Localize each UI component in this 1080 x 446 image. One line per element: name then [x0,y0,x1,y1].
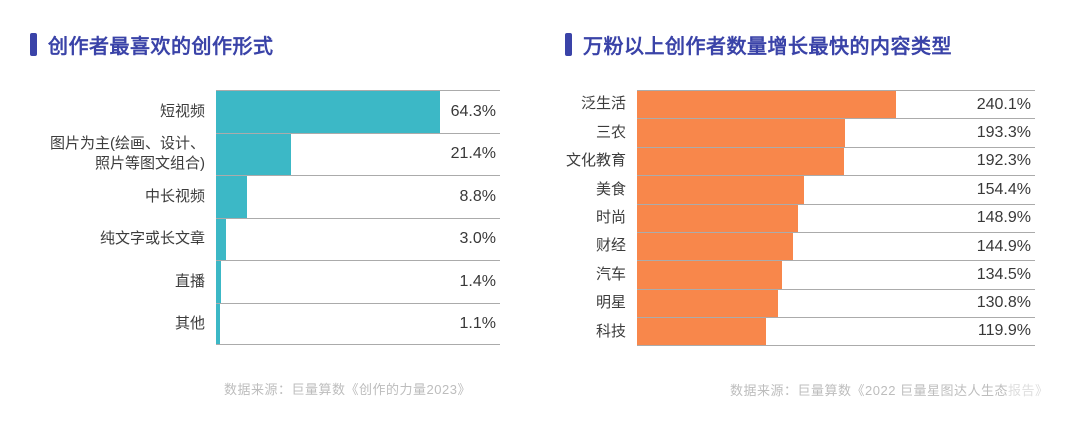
chart-title: 万粉以上创作者数量增长最快的内容类型 [583,35,952,58]
bar-row: 文化教育 192.3% [565,146,1035,176]
title-accent-bar [565,32,572,56]
category-label: 直播 [174,272,205,290]
title-accent-bar [30,32,37,56]
bar [637,147,845,176]
bar-track: 192.3% [637,146,1035,176]
data-source-caption: 数据来源：巨量算数《2022 巨量星图达人生态报告》 [565,380,1048,399]
bar [637,91,896,119]
bar-track: 154.4% [637,175,1035,204]
bar-track: 1.4% [216,260,500,303]
value-label: 64.3% [450,102,496,120]
bar [216,176,247,218]
category-label: 文化教育 [565,152,626,170]
value-label: 1.1% [459,314,496,332]
bar-row: 中长视频 8.8% [30,175,500,218]
bar-row: 时尚 148.9% [565,203,1035,232]
bar-row: 图片为主(绘画、设计、 照片等图文组合) 21.4% [30,132,500,175]
category-label: 纯文字或长文章 [99,230,205,247]
bar [216,91,441,133]
value-label: 8.8% [459,187,496,205]
category-label: 其他 [174,315,205,332]
category-label: 短视频 [159,102,205,120]
category-label: 美食 [595,180,626,198]
value-label: 130.8% [976,294,1031,312]
bar-track: 130.8% [637,288,1035,318]
bar-track: 134.5% [637,260,1035,289]
category-label: 汽车 [595,265,626,283]
source-text: 数据来源：巨量算数《2022 巨量星图达人生态 [730,382,1009,398]
value-label: 134.5% [976,266,1031,284]
value-label: 3.0% [459,230,496,248]
bar-track: 21.4% [216,132,500,175]
bar [637,119,846,147]
chart-rows: 短视频 64.3% 图片为主(绘画、设计、 照片等图文组合) 21.4% 中长视频 8.8… [30,90,500,345]
bar-row: 汽车 134.5% [565,260,1035,289]
bar-row: 其他 1.1% [30,302,500,345]
value-label: 154.4% [976,180,1031,198]
bar-row: 三农 193.3% [565,118,1035,147]
source-text: 数据来源：巨量算数《创作的力量2023》 [224,382,471,397]
value-label: 119.9% [977,322,1031,340]
chart-panel-content-types: 万粉以上创作者数量增长最快的内容类型 泛生活 240.1% 三农 193.3% 文化教育… [565,30,1048,399]
category-label: 明星 [595,294,626,312]
category-label: 泛生活 [580,95,626,113]
bar-row: 明星 130.8% [565,288,1035,318]
chart-rows: 泛生活 240.1% 三农 193.3% 文化教育 192.3% 美食 154.4% 时尚 148… [565,90,1035,346]
bar-row: 财经 144.9% [565,231,1035,261]
bar-track: 3.0% [216,217,500,260]
source-text-faded: 报告》 [1008,382,1049,398]
bar-row: 泛生活 240.1% [565,90,1035,119]
bar [637,176,804,204]
bar-row: 直播 1.4% [30,260,500,303]
bar [637,318,767,345]
bar-track: 119.9% [637,317,1035,346]
value-label: 21.4% [450,145,496,163]
bar [637,261,783,289]
bar [216,261,221,303]
bar-track: 148.9% [637,203,1035,232]
value-label: 1.4% [459,272,496,290]
bar-track: 240.1% [637,90,1035,119]
bar [216,303,220,344]
category-label: 科技 [595,322,626,340]
bar-track: 1.1% [216,302,500,345]
category-label: 财经 [595,237,626,255]
bar [216,133,291,175]
category-label: 图片为主(绘画、设计、 照片等图文组合) [50,135,205,172]
bar [637,232,794,261]
value-label: 240.1% [976,95,1031,113]
chart-panel-creation-formats: 创作者最喜欢的创作形式 短视频 64.3% 图片为主(绘画、设计、 照片等图文组合)… [30,30,500,398]
bar [637,204,798,232]
value-label: 144.9% [976,237,1031,255]
bar-row: 美食 154.4% [565,175,1035,204]
category-label: 时尚 [595,209,626,226]
category-label: 三农 [595,123,626,141]
bar-row: 科技 119.9% [565,317,1035,346]
bar-track: 64.3% [216,90,500,133]
data-source-caption: 数据来源：巨量算数《创作的力量2023》 [30,379,500,398]
chart-title: 创作者最喜欢的创作形式 [48,35,274,58]
bar [637,289,779,318]
bar-row: 短视频 64.3% [30,90,500,133]
chart-title-block: 创作者最喜欢的创作形式 [30,30,500,58]
bar-row: 纯文字或长文章 3.0% [30,217,500,260]
value-label: 193.3% [976,124,1031,142]
chart-title-block: 万粉以上创作者数量增长最快的内容类型 [565,30,1035,58]
value-label: 148.9% [976,209,1031,227]
bar-track: 8.8% [216,175,500,218]
bar-track: 193.3% [637,118,1035,147]
value-label: 192.3% [976,152,1031,170]
bar [216,218,227,260]
category-label: 中长视频 [144,187,205,205]
bar-track: 144.9% [637,231,1035,261]
